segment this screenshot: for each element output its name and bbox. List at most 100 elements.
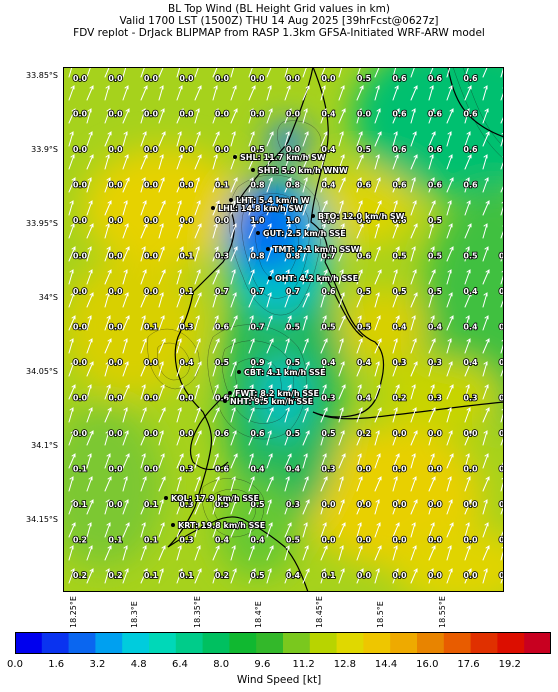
wind-arrow [356,315,362,331]
wind-arrow [266,476,274,492]
wind-arrow [374,453,381,469]
station-label: TMT: 2.1 km/h SSW [273,245,360,254]
grid-value: 0.0 [357,465,372,474]
wind-arrow [248,545,255,561]
wind-arrow [428,407,436,423]
wind-arrow [158,545,166,561]
wind-arrow [266,131,274,147]
wind-arrow [266,568,272,584]
wind-arrow [320,246,327,262]
wind-arrow [122,200,128,216]
wind-arrow [482,85,488,101]
wind-arrow [284,384,292,400]
wind-arrow [302,85,310,101]
wind-arrow [68,361,75,377]
wind-arrow [284,338,290,354]
wind-arrow [374,200,382,216]
wind-arrow [194,453,200,469]
wind-arrow [356,177,362,193]
wind-arrow [392,223,399,239]
wind-arrow [446,338,452,354]
grid-value: 0.0 [144,252,159,261]
grid-value: 0.3 [321,394,335,403]
wind-arrow [230,246,238,262]
wind-arrow [122,292,129,308]
grid-value: 0.2 [392,394,406,403]
wind-arrow [86,499,94,515]
grid-value: 0.0 [108,429,123,438]
wind-arrow [122,522,130,538]
wind-arrow [194,384,200,400]
grid-value: 0.8 [250,181,265,190]
grid-value: 0.0 [179,216,194,225]
wind-arrow [284,177,292,193]
wind-arrow [194,67,200,78]
wind-arrow [374,85,380,101]
wind-arrow [356,384,362,400]
grid-value: 0.2 [73,571,87,580]
wind-arrow [68,476,74,492]
wind-arrow [482,177,489,193]
wind-arrow [302,200,309,216]
grid-value: 0.0 [144,287,159,296]
wind-arrow [446,292,453,308]
wind-arrow [464,108,470,124]
wind-arrow [122,246,130,262]
wind-arrow [338,200,344,216]
colorbar-tick-label: 12.8 [333,659,356,670]
wind-arrow [338,315,346,331]
grid-value: 0.0 [499,536,504,545]
grid-value: 0.5 [357,145,372,154]
wind-arrow [212,453,219,469]
grid-value: 0.6 [463,145,478,154]
wind-arrow [68,384,76,400]
wind-arrow [464,407,471,423]
grid-value: 0.5 [250,500,265,509]
wind-arrow [68,522,76,538]
grid-value: 0.0 [463,571,478,580]
wind-arrow [122,499,129,515]
grid-value: 0.7 [215,287,229,296]
wind-arrow [302,499,310,515]
wind-arrow [302,292,310,308]
grid-value: 0.4 [499,323,504,332]
wind-arrow [320,177,327,193]
colorbar-swatch [443,632,472,654]
wind-arrow [104,476,112,492]
grid-value: 0.4 [321,181,336,190]
grid-value: 0.0 [250,74,265,83]
longitude-label: 18.4°E [254,601,263,628]
wind-arrow [320,430,326,446]
latitude-label: 33.9°S [31,145,58,154]
grid-value: 0.0 [73,74,88,83]
wind-arrow [86,522,92,538]
grid-value: 0.3 [463,394,477,403]
wind-arrow [410,269,417,285]
wind-arrow [302,361,310,377]
grid-value: 0.0 [108,394,123,403]
wind-arrow [302,177,308,193]
wind-arrow [446,453,454,469]
wind-arrow [428,568,434,584]
grid-value: 0.1 [108,536,123,545]
station-label: NHT: 9.5 km/h SSE [230,397,313,406]
wind-arrow [356,131,363,147]
wind-arrow [356,476,363,492]
grid-value: 0.6 [428,74,443,83]
grid-value: 0.6 [392,74,407,83]
wind-arrow [212,269,220,285]
wind-arrow [482,223,488,239]
wind-arrow [374,246,381,262]
grid-value: 0.5 [357,323,372,332]
wind-arrow [230,292,237,308]
grid-value: 0.1 [144,536,159,545]
colorbar-swatch [283,632,311,654]
grid-value: 0.5 [392,252,407,261]
wind-arrow [104,315,111,331]
grid-value: 0.9 [250,358,265,367]
grid-value: 0.4 [250,536,265,545]
wind-arrow [86,430,94,446]
grid-value: 0.0 [499,394,504,403]
wind-arrow [374,499,380,515]
wind-arrow [338,67,343,78]
